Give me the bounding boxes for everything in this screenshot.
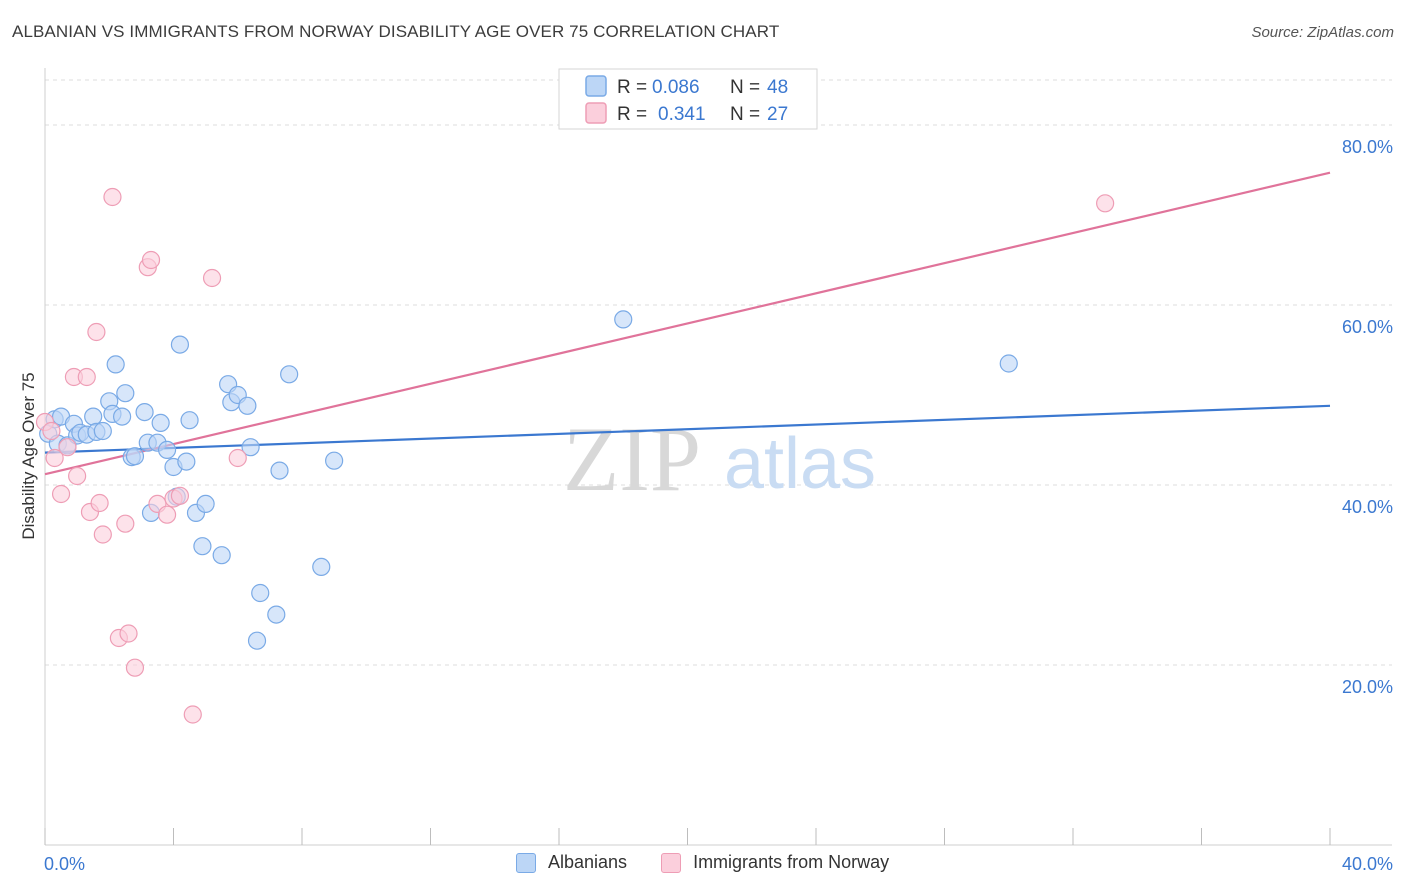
- albanian-point-44: [312, 557, 331, 577]
- albanian-point-31: [193, 537, 212, 556]
- albanian-point-18: [125, 447, 145, 466]
- albanian-point-27: [170, 335, 190, 354]
- albanian-point-47: [999, 354, 1018, 373]
- legend-item-norway: Immigrants from Norway: [661, 852, 889, 873]
- axis-layer: 20.0% 40.0% 60.0% 80.0% 0.0% 40.0%: [44, 68, 1393, 874]
- legend-n-value-1: 48: [767, 77, 788, 98]
- norway-point-7: [77, 367, 96, 387]
- y-tick-label-2: 60.0%: [1342, 317, 1393, 337]
- legend-r-value-1: 0.086: [652, 77, 700, 98]
- norway-point-22: [170, 486, 190, 505]
- norway-label: Immigrants from Norway: [693, 852, 890, 872]
- norway-point-20: [157, 505, 177, 524]
- albanian-point-15: [112, 407, 132, 426]
- norway-point-11: [93, 525, 112, 544]
- albanian-point-37: [238, 396, 257, 415]
- albanian-point-28: [177, 452, 196, 471]
- norway-point-9: [87, 322, 106, 342]
- albanian-point-39: [247, 631, 267, 650]
- norway-point-24: [202, 268, 222, 288]
- albanians-label: Albanians: [548, 852, 628, 872]
- legend-swatch-blue: [585, 75, 607, 97]
- albanian-point-14: [106, 355, 125, 374]
- norway-point-16: [125, 658, 145, 677]
- norway-swatch: [661, 852, 682, 873]
- legend-n-label-2: N =: [730, 104, 760, 125]
- albanian-point-24: [157, 440, 177, 459]
- albanian-point-46: [614, 310, 633, 329]
- y-tick-label-0: 20.0%: [1342, 677, 1393, 697]
- correlation-legend: R = 0.086 N = 48 R = 0.341 N = 27: [558, 68, 818, 130]
- legend-swatch-pink: [585, 102, 607, 124]
- albanian-point-19: [135, 403, 154, 422]
- norway-point-2: [45, 448, 64, 468]
- norway-point-12: [103, 187, 122, 207]
- albanian-point-42: [270, 461, 289, 480]
- albanian-point-33: [212, 546, 231, 565]
- legend-n-value-2: 27: [767, 104, 788, 125]
- albanian-point-23: [151, 413, 170, 432]
- norway-point-18: [141, 250, 161, 270]
- series-legend: Albanians Immigrants from Norway: [516, 852, 923, 873]
- y-axis-label: Disability Age Over 75: [19, 372, 38, 539]
- legend-r-label-1: R =: [617, 77, 647, 98]
- trend-layer: [44, 171, 1331, 476]
- norway-point-25: [228, 448, 247, 468]
- grid-layer: [45, 79, 1392, 666]
- norway-point-4: [58, 438, 77, 457]
- albanians-swatch: [516, 852, 536, 873]
- norway-point-1: [42, 421, 61, 441]
- norway-point-26: [1096, 194, 1115, 213]
- watermark-atlas: atlas: [724, 424, 876, 504]
- norway-point-15: [119, 624, 138, 643]
- legend-r-value-2: 0.341: [658, 104, 706, 125]
- legend-n-label-1: N =: [730, 77, 760, 98]
- y-tick-label-1: 40.0%: [1342, 497, 1393, 517]
- norway-point-14: [116, 514, 135, 533]
- norway-trend-line: [44, 171, 1331, 476]
- watermark: ZIP atlas: [563, 408, 876, 510]
- albanian-point-29: [180, 411, 199, 430]
- norway-point-10: [90, 493, 109, 513]
- albanian-point-38: [241, 438, 260, 457]
- watermark-zip: ZIP: [563, 408, 701, 510]
- albanian-point-11: [93, 421, 112, 441]
- albanian-point-45: [325, 451, 344, 470]
- points-layer: [35, 187, 1115, 724]
- y-tick-label-3: 80.0%: [1342, 137, 1393, 157]
- x-tick-label-0: 0.0%: [44, 854, 85, 874]
- legend-item-albanians: Albanians: [516, 852, 627, 873]
- albanian-point-41: [267, 605, 286, 624]
- norway-point-23: [183, 705, 202, 724]
- norway-point-3: [51, 484, 71, 504]
- albanian-point-16: [116, 384, 135, 403]
- legend-r-label-2: R =: [617, 104, 647, 125]
- norway-point-6: [68, 466, 87, 486]
- x-tick-label-1: 40.0%: [1342, 854, 1393, 874]
- source-credit: Source: ZipAtlas.com: [1251, 24, 1394, 41]
- albanian-point-43: [280, 365, 299, 384]
- chart-title: ALBANIAN VS IMMIGRANTS FROM NORWAY DISAB…: [12, 22, 780, 41]
- albanian-point-32: [196, 494, 215, 513]
- albanian-point-40: [251, 583, 270, 603]
- albanian-point-9: [84, 407, 103, 426]
